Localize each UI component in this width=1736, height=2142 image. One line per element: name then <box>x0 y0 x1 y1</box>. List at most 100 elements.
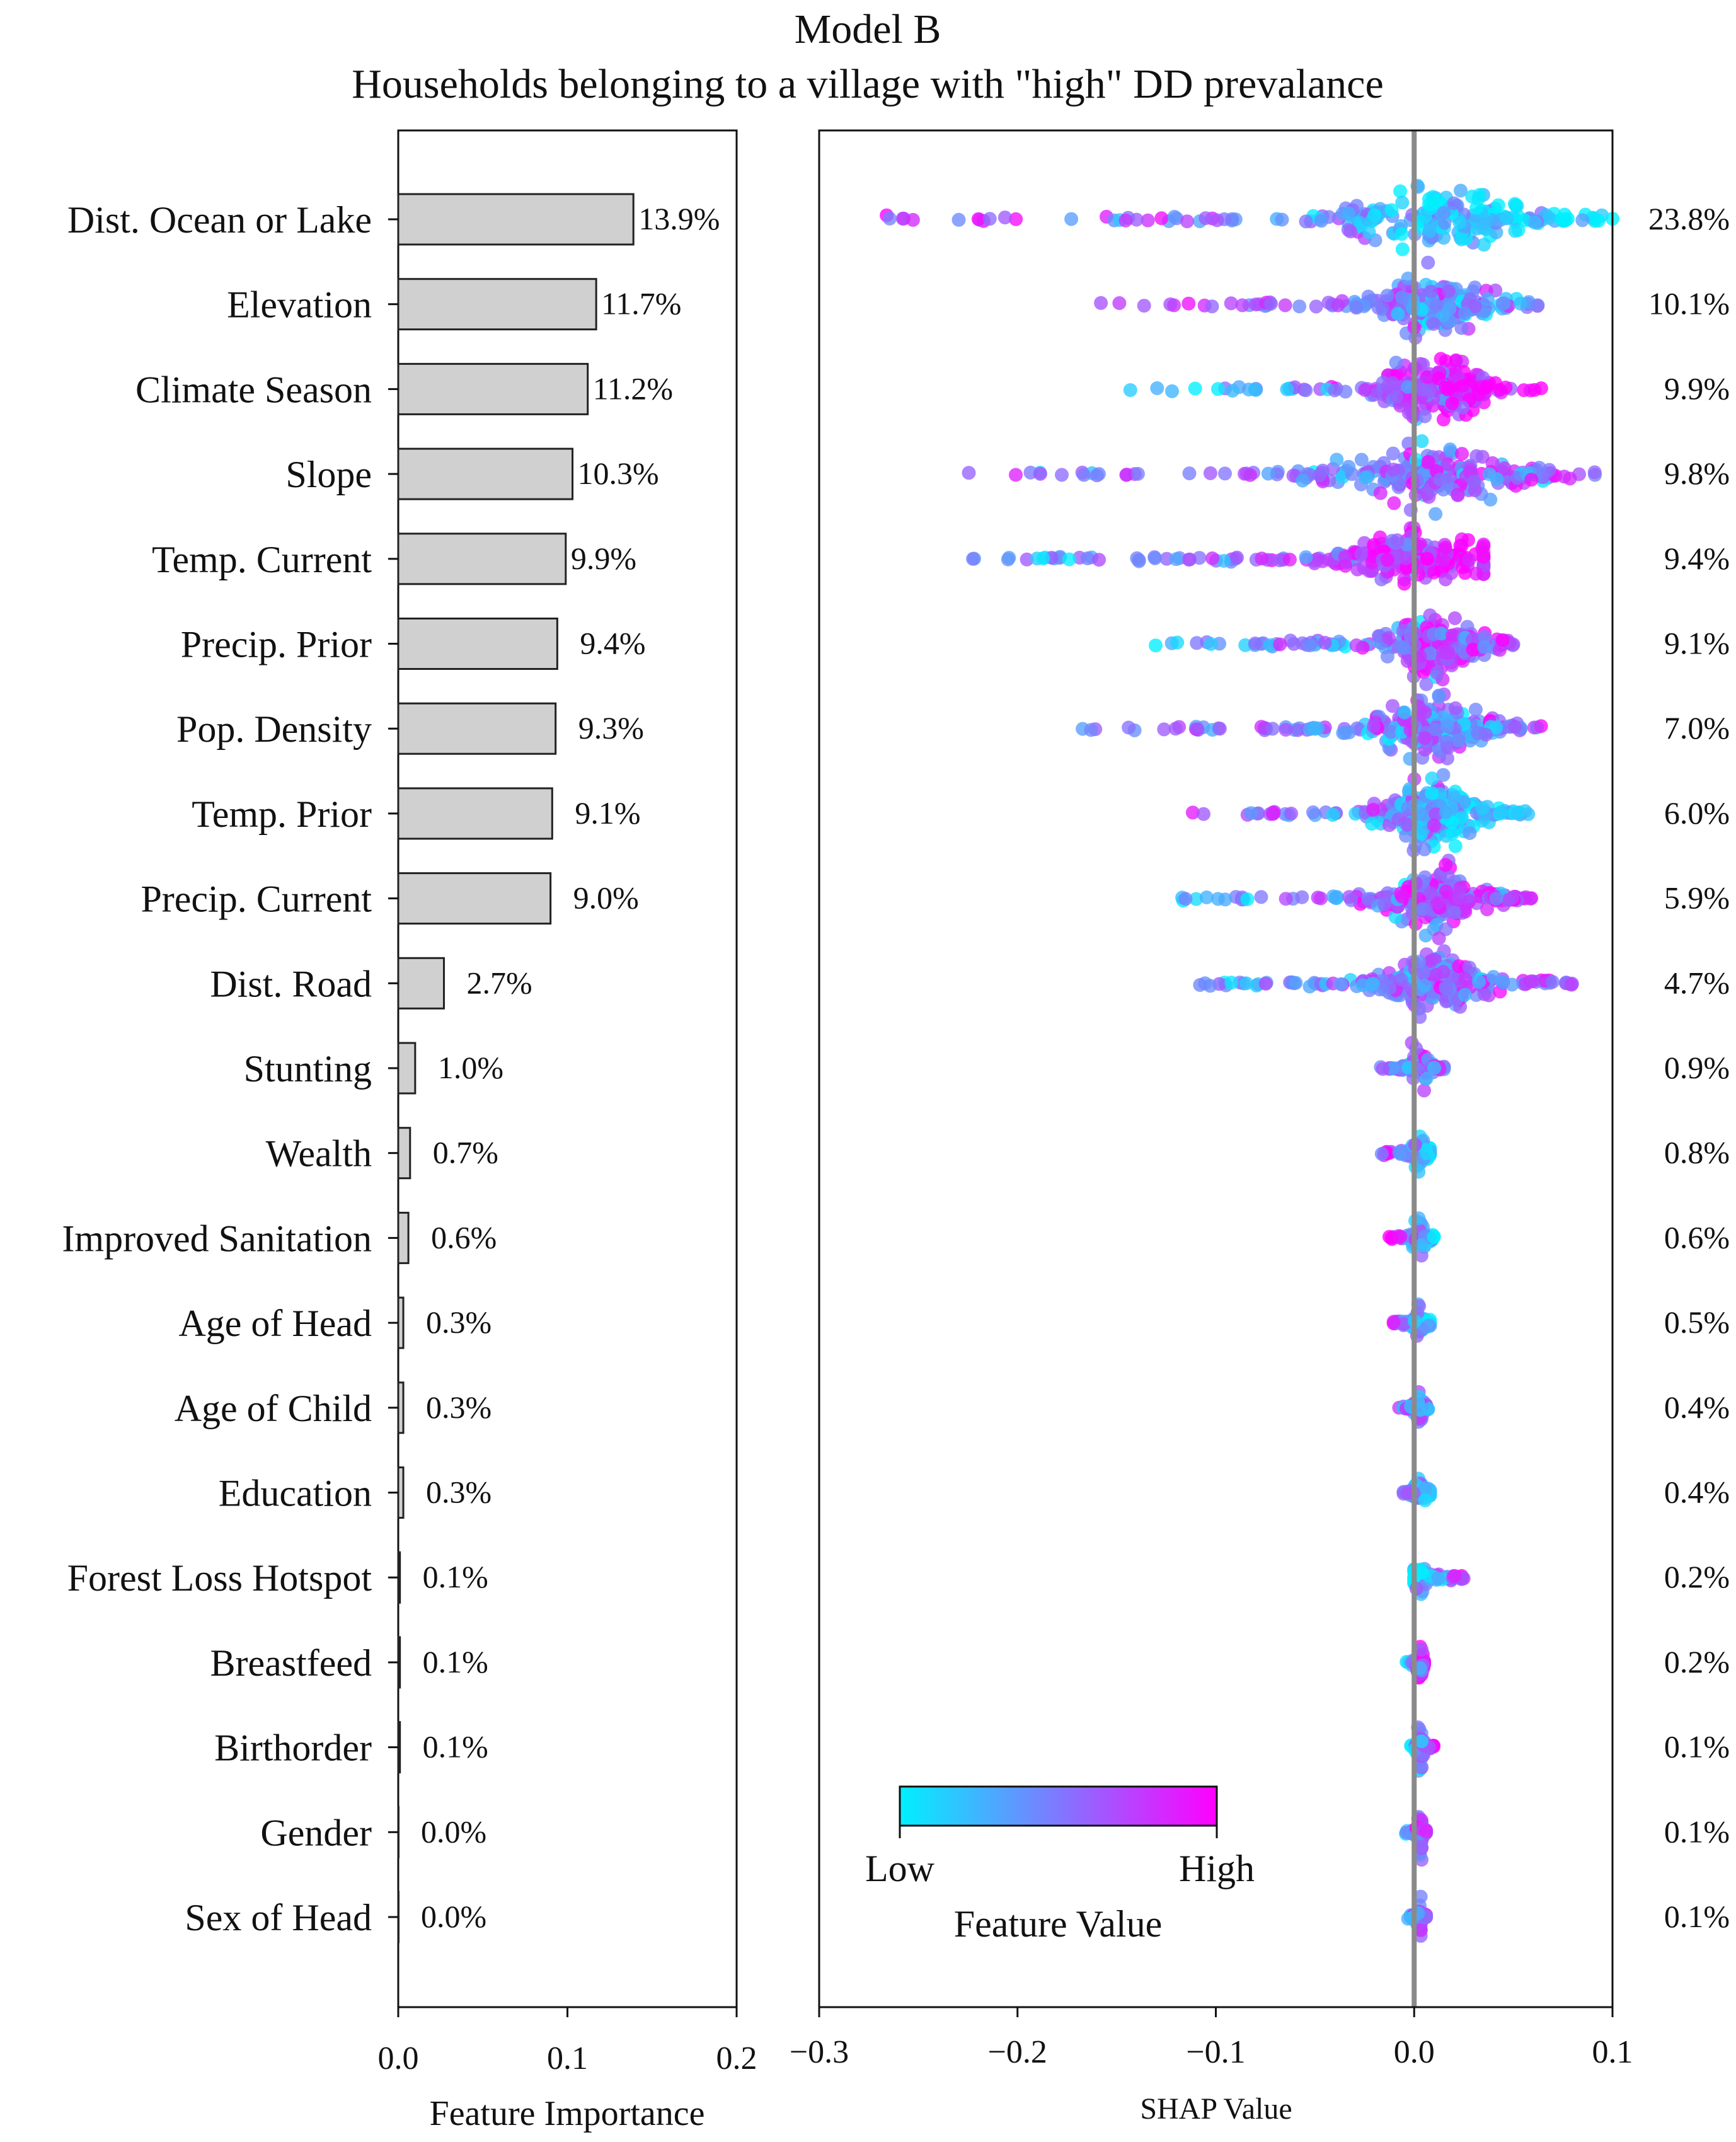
shap-point <box>1451 734 1466 748</box>
feature-label: Elevation <box>227 284 372 326</box>
shap-point <box>1389 355 1403 370</box>
shap-point <box>1387 496 1401 510</box>
shap-point <box>1499 210 1514 224</box>
importance-bar <box>397 362 589 415</box>
importance-bar <box>397 533 567 585</box>
shap-point <box>1477 640 1492 654</box>
shap-point <box>1210 213 1224 227</box>
importance-value-label: 0.6% <box>431 1219 497 1255</box>
shap-point <box>1478 216 1492 231</box>
shap-point <box>1354 452 1369 467</box>
shap-point <box>1254 890 1268 904</box>
shap-point <box>1440 458 1455 471</box>
shap-share-label: 6.0% <box>1664 795 1730 831</box>
shap-point <box>1456 400 1469 415</box>
shap-point <box>1118 213 1133 227</box>
importance-value-label: 13.9% <box>638 201 720 236</box>
shap-point <box>1249 297 1263 312</box>
shap-point <box>1423 224 1437 238</box>
shap-point <box>1425 771 1439 786</box>
shap-point <box>1463 826 1477 840</box>
shap-point <box>1350 562 1365 577</box>
shap-share-label: 23.8% <box>1648 201 1730 236</box>
shap-point <box>1425 786 1439 800</box>
shap-point <box>1462 553 1476 567</box>
colorbar-low-label: Low <box>865 1848 935 1889</box>
shap-point <box>1203 466 1217 480</box>
shap-point <box>1415 434 1429 448</box>
shap-share-label: 10.1% <box>1648 286 1730 321</box>
shap-share-label: 0.2% <box>1664 1644 1730 1679</box>
importance-bar <box>397 1466 405 1519</box>
shap-point <box>1224 296 1238 311</box>
shap-point <box>1394 972 1408 987</box>
shap-point <box>1149 638 1163 653</box>
shap-point <box>1265 722 1280 736</box>
importance-bar <box>397 1891 400 1943</box>
shap-point <box>1489 720 1503 735</box>
shap-share-label: 5.9% <box>1664 880 1730 916</box>
shap-point <box>1471 726 1485 740</box>
shap-point <box>1432 931 1446 945</box>
shap-point <box>1217 554 1231 568</box>
shap-point <box>1513 296 1527 311</box>
shap-point <box>1295 890 1309 904</box>
importance-bar <box>397 1721 401 1774</box>
shap-point <box>1510 806 1524 821</box>
shap-point <box>1401 271 1415 285</box>
shap-point <box>1462 894 1476 908</box>
feature-label: Slope <box>285 454 372 495</box>
importance-value-label: 10.3% <box>578 456 659 491</box>
shap-point <box>1296 473 1310 488</box>
colorbar-title: Feature Value <box>954 1903 1162 1945</box>
shap-point <box>1472 975 1486 989</box>
shap-point <box>1239 976 1253 991</box>
shap-point <box>1280 382 1294 396</box>
shap-point <box>1165 384 1179 398</box>
shap-point <box>1395 195 1410 210</box>
shap-share-label: 9.9% <box>1664 371 1730 406</box>
shap-point <box>1430 895 1445 910</box>
shap-point <box>1430 665 1444 680</box>
shap-point <box>1338 550 1352 564</box>
shap-x-tick-label: −0.2 <box>988 2034 1047 2070</box>
importance-bar <box>397 278 597 331</box>
shap-point <box>1092 553 1107 567</box>
shap-point <box>1163 297 1178 311</box>
shap-point <box>1433 472 1447 487</box>
shap-point <box>1080 551 1095 565</box>
shap-point <box>1380 649 1394 664</box>
shap-point <box>1388 910 1403 924</box>
shap-point <box>1423 608 1437 623</box>
shap-point <box>1020 552 1034 567</box>
shap-point <box>1002 551 1016 565</box>
shap-point <box>1428 807 1443 822</box>
shap-point <box>1384 725 1398 739</box>
shap-point <box>1275 212 1289 227</box>
shap-point <box>1418 928 1433 943</box>
shap-point <box>1190 722 1204 737</box>
shap-point <box>1373 486 1388 500</box>
shap-point <box>982 212 997 226</box>
shap-point <box>1417 842 1432 856</box>
shap-point <box>1456 379 1469 393</box>
shap-point <box>1394 227 1409 241</box>
shap-point <box>1226 384 1239 398</box>
shap-point <box>1417 731 1432 745</box>
shap-point <box>1437 231 1451 245</box>
shap-share-label: 0.4% <box>1664 1390 1730 1425</box>
shap-point <box>1112 296 1127 310</box>
shap-point <box>1414 1734 1428 1749</box>
importance-bar <box>397 872 552 925</box>
shap-point <box>1448 701 1463 715</box>
importance-value-label: 9.1% <box>575 795 640 831</box>
shap-point <box>1279 723 1293 737</box>
shap-point <box>1494 805 1509 819</box>
shap-point <box>1326 889 1340 904</box>
shap-point <box>1306 805 1320 819</box>
shap-point <box>1452 959 1466 974</box>
shap-point <box>1386 446 1400 461</box>
shap-point <box>1308 722 1322 736</box>
shap-point <box>1427 1229 1441 1244</box>
shap-point <box>1137 299 1151 313</box>
